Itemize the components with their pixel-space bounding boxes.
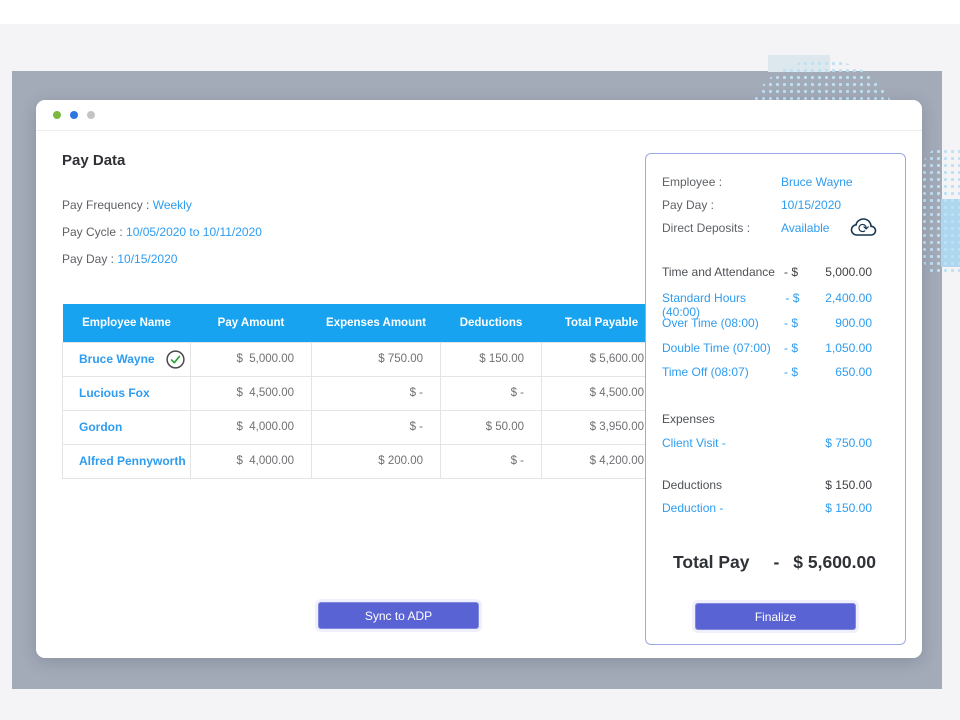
client-visit-amount: $ 750.00 (825, 436, 872, 450)
table-row: Bruce Wayne $ 5,000.00 $ 750.00 $ 150.00… (62, 341, 662, 377)
client-visit-row: Client Visit - $ 750.00 (662, 436, 872, 450)
amount-prefix: - $ (784, 365, 799, 379)
employee-row: Employee : Bruce Wayne (662, 175, 872, 189)
double-time-link[interactable]: Double Time (07:00) (662, 341, 771, 355)
column-header-deductions: Deductions (440, 304, 542, 342)
amount-prefix: - $ (784, 341, 799, 355)
column-header-expenses-amount: Expenses Amount (311, 304, 441, 342)
deductions-cell: $ 150.00 (440, 341, 542, 377)
direct-deposits-row: Direct Deposits : Available (662, 221, 872, 235)
deductions-total: $ 150.00 (825, 478, 872, 492)
pay-cycle-value[interactable]: 10/05/2020 to 10/11/2020 (126, 225, 262, 239)
pay-day-line: Pay Day : 10/15/2020 (62, 252, 177, 266)
pay-frequency-line: Pay Frequency : Weekly (62, 198, 192, 212)
table-header-row: Employee Name Pay Amount Expenses Amount… (62, 304, 662, 342)
finalize-button[interactable]: Finalize (695, 603, 856, 630)
employee-name-link[interactable]: Alfred Pennyworth (62, 443, 191, 479)
column-header-pay-amount: Pay Amount (190, 304, 312, 342)
sync-to-adp-button[interactable]: Sync to ADP (318, 602, 479, 629)
expenses-amount-cell: $ 200.00 (311, 443, 441, 479)
amount-value: 2,400.00 (825, 291, 872, 305)
amount-prefix: - $ (784, 316, 799, 330)
pay-amount-cell: $ 4,000.00 (190, 409, 312, 445)
employee-detail-panel: Employee : Bruce Wayne Pay Day : 10/15/2… (645, 153, 906, 645)
overtime-row: Over Time (08:00) - $ 900.00 (662, 316, 872, 330)
total-payable-cell: $ 3,950.00 (541, 409, 662, 445)
cloud-sync-icon[interactable]: ⟳ (850, 215, 877, 244)
employee-name-link[interactable]: Lucious Fox (62, 375, 191, 411)
column-header-total-payable: Total Payable (541, 304, 662, 342)
standard-hours-row: Standard Hours (40:00) - $ 2,400.00 (662, 291, 872, 319)
pay-frequency-label: Pay Frequency : (62, 198, 153, 212)
table-row: Gordon $ 4,000.00 $ - $ 50.00 $ 3,950.00 (62, 409, 662, 445)
total-pay-row: Total Pay - $ 5,600.00 (673, 552, 876, 573)
client-visit-link[interactable]: Client Visit - (662, 436, 726, 450)
table-row: Alfred Pennyworth $ 4,000.00 $ 200.00 $ … (62, 443, 662, 479)
deductions-cell: $ - (440, 443, 542, 479)
pay-day-value[interactable]: 10/15/2020 (117, 252, 178, 266)
expenses-header: Expenses (662, 412, 715, 426)
payday-value[interactable]: 10/15/2020 (781, 198, 842, 212)
deductions-header: Deductions (662, 478, 723, 492)
amount-value: 650.00 (835, 365, 872, 379)
time-attendance-label: Time and Attendance (662, 265, 775, 279)
column-header-employee-name: Employee Name (62, 304, 191, 342)
employee-value[interactable]: Bruce Wayne (781, 175, 853, 189)
employee-label: Employee : (662, 175, 723, 189)
app-window: Pay Data Pay Frequency : Weekly Pay Cycl… (36, 100, 922, 658)
deductions-cell: $ - (440, 375, 542, 411)
total-payable-cell: $ 5,600.00 (541, 341, 662, 377)
pay-cycle-label: Pay Cycle : (62, 225, 127, 239)
total-pay-label: Total Pay (673, 552, 750, 572)
pay-amount-cell: $ 4,500.00 (190, 375, 312, 411)
total-payable-cell: $ 4,500.00 (541, 375, 662, 411)
total-payable-cell: $ 4,200.00 (541, 443, 662, 479)
expenses-header-row: Expenses (662, 412, 872, 426)
window-dot-blue[interactable] (70, 111, 78, 119)
overtime-link[interactable]: Over Time (08:00) (662, 316, 759, 330)
employee-name-link[interactable]: Bruce Wayne (62, 341, 191, 377)
expenses-amount-cell: $ - (311, 375, 441, 411)
total-pay-value: $ 5,600.00 (793, 552, 876, 572)
payday-row: Pay Day : 10/15/2020 (662, 198, 872, 212)
pay-day-label: Pay Day : (62, 252, 118, 266)
table-row: Lucious Fox $ 4,500.00 $ - $ - $ 4,500.0… (62, 375, 662, 411)
svg-text:⟳: ⟳ (858, 221, 870, 237)
amount-value: 900.00 (835, 316, 872, 330)
pay-amount-cell: $ 4,000.00 (190, 443, 312, 479)
attendance-amount: 5,000.00 (825, 265, 872, 279)
pay-amount-cell: $ 5,000.00 (190, 341, 312, 377)
deduction-amount: $ 150.00 (825, 501, 872, 515)
pay-frequency-value[interactable]: Weekly (152, 198, 192, 212)
deductions-cell: $ 50.00 (440, 409, 542, 445)
time-attendance-row: Time and Attendance - $ 5,000.00 (662, 265, 872, 279)
verified-check-icon (165, 349, 186, 370)
pay-data-table: Employee Name Pay Amount Expenses Amount… (62, 304, 662, 479)
double-time-row: Double Time (07:00) - $ 1,050.00 (662, 341, 872, 355)
expenses-amount-cell: $ 750.00 (311, 341, 441, 377)
time-off-link[interactable]: Time Off (08:07) (662, 365, 749, 379)
window-titlebar (36, 100, 922, 131)
amount-value: 1,050.00 (825, 341, 872, 355)
direct-deposits-value[interactable]: Available (781, 221, 830, 235)
direct-deposits-label: Direct Deposits : (662, 221, 751, 235)
deductions-header-row: Deductions $ 150.00 (662, 478, 872, 492)
time-off-row: Time Off (08:07) - $ 650.00 (662, 365, 872, 379)
pay-cycle-line: Pay Cycle : 10/05/2020 to 10/11/2020 (62, 225, 262, 239)
employee-name-link[interactable]: Gordon (62, 409, 191, 445)
payday-label: Pay Day : (662, 198, 715, 212)
deduction-link[interactable]: Deduction - (662, 501, 724, 515)
page-title: Pay Data (62, 152, 126, 169)
window-dot-green[interactable] (53, 111, 61, 119)
standard-hours-link[interactable]: Standard Hours (40:00) (662, 291, 747, 319)
amount-prefix: - $ (785, 291, 800, 305)
employee-name-text[interactable]: Bruce Wayne (79, 352, 155, 366)
attendance-prefix: - $ (784, 265, 799, 279)
deduction-item-row: Deduction - $ 150.00 (662, 501, 872, 515)
total-pay-dash: - (773, 552, 780, 572)
window-dot-gray[interactable] (87, 111, 95, 119)
expenses-amount-cell: $ - (311, 409, 441, 445)
